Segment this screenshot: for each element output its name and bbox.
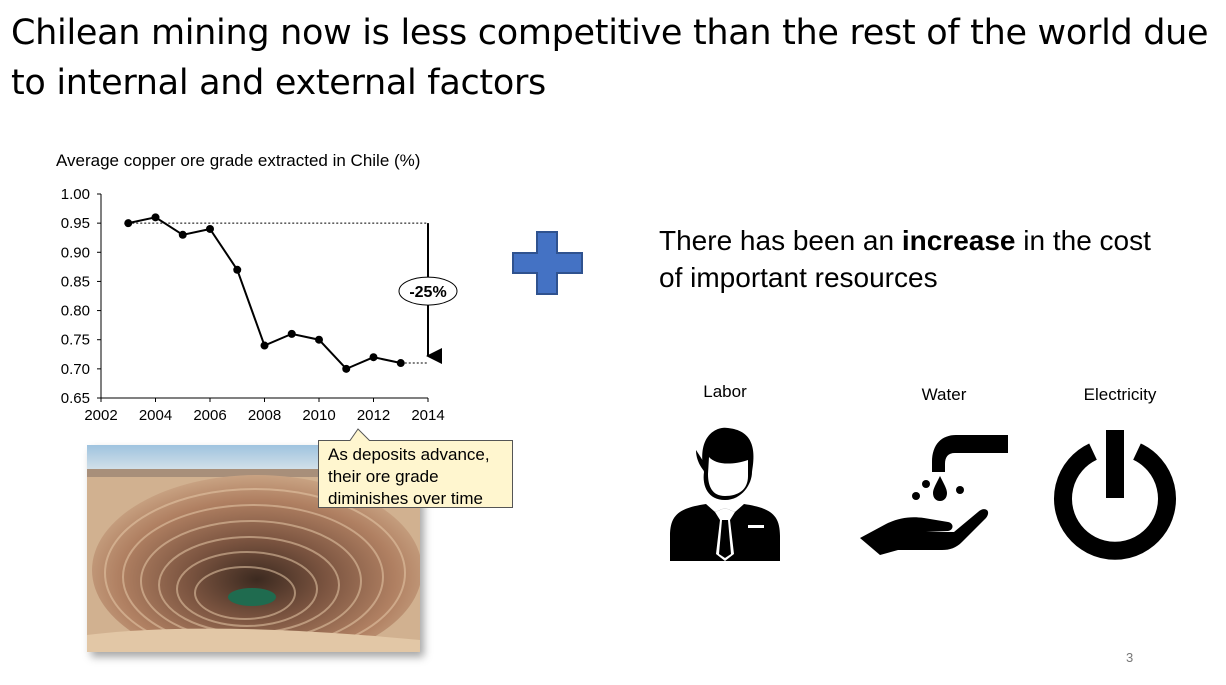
resource-label-labor: Labor: [703, 382, 747, 401]
resource-label-electricity: Electricity: [1083, 385, 1157, 404]
change-badge: [398, 276, 458, 306]
headline-bold: increase: [901, 225, 1016, 256]
data-point: [124, 219, 133, 228]
y-tick-label: 1.00: [61, 186, 90, 203]
callout-pointer: [349, 428, 373, 443]
x-tick-label: 2010: [302, 407, 335, 424]
slide-title: Chilean mining now is less competitive t…: [11, 13, 1209, 103]
chart-title: Average copper ore grade extracted in Ch…: [56, 151, 421, 170]
data-point: [315, 335, 323, 344]
x-tick-label: 2002: [84, 407, 117, 424]
x-tick-label: 2004: [139, 407, 172, 424]
data-point: [342, 364, 351, 373]
y-tick-label: 0.95: [61, 215, 90, 232]
resource-label-water: Water: [921, 385, 967, 404]
change-label: -25%: [409, 284, 446, 301]
y-tick-label: 0.75: [61, 332, 90, 349]
y-tick-label: 0.70: [61, 361, 90, 378]
data-point: [178, 230, 187, 239]
x-tick-label: 2012: [357, 407, 390, 424]
x-tick-label: 2014: [411, 407, 444, 424]
headline-pre: There has been an: [659, 225, 902, 256]
data-point: [233, 265, 242, 274]
y-tick-label: 0.85: [61, 273, 90, 290]
data-point: [396, 359, 405, 368]
y-tick-label: 0.65: [61, 390, 90, 407]
water-tap-hand-icon: [860, 435, 1008, 555]
data-point: [260, 341, 269, 350]
data-point: [287, 329, 296, 338]
page-number: 3: [1126, 650, 1134, 665]
data-point: [151, 213, 160, 222]
x-tick-label: 2006: [193, 407, 226, 424]
businessman-icon: [670, 427, 780, 561]
callout-text: As deposits advance, their ore grade dim…: [328, 445, 490, 508]
x-tick-label: 2008: [248, 407, 281, 424]
callout-box: As deposits advance, their ore grade dim…: [318, 428, 513, 508]
data-point: [206, 224, 214, 233]
power-icon: [1054, 430, 1176, 560]
cost-increase-headline: There has been an increase in the cost o…: [659, 222, 1179, 296]
y-tick-label: 0.80: [61, 303, 90, 320]
data-point: [369, 353, 378, 362]
plus-icon: [512, 231, 583, 295]
y-tick-label: 0.90: [61, 244, 90, 261]
headline-post: in the cost of important resources: [659, 225, 1151, 293]
